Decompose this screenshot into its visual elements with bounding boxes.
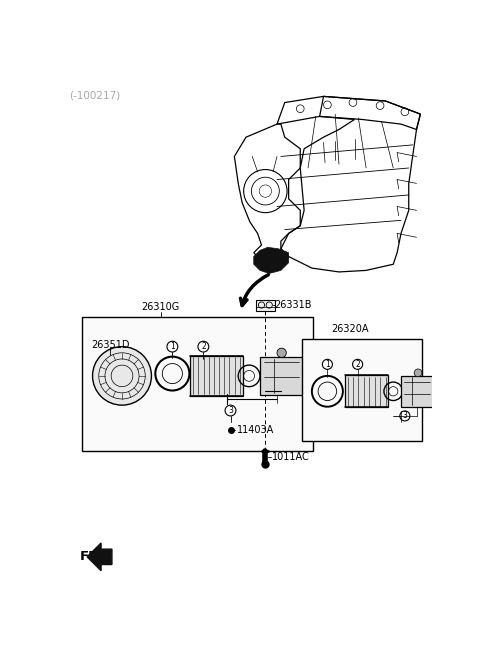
Bar	[302, 339, 422, 442]
Circle shape	[198, 341, 209, 352]
Text: 26331B: 26331B	[275, 300, 312, 310]
Polygon shape	[254, 248, 288, 273]
Circle shape	[277, 348, 286, 357]
Circle shape	[93, 347, 152, 405]
Text: 26320A: 26320A	[331, 324, 369, 334]
Text: (-100217): (-100217)	[69, 91, 120, 101]
Text: 2: 2	[201, 342, 206, 351]
Circle shape	[323, 359, 333, 369]
Polygon shape	[87, 543, 112, 571]
Text: 3: 3	[402, 411, 408, 420]
Bar	[190, 356, 243, 396]
Bar	[256, 301, 275, 311]
Circle shape	[400, 411, 410, 421]
Text: 1: 1	[325, 360, 330, 369]
Text: 1: 1	[170, 342, 175, 351]
Bar	[345, 375, 388, 407]
Text: 26310G: 26310G	[142, 302, 180, 312]
Text: 26351D: 26351D	[91, 340, 130, 350]
Text: 3: 3	[228, 406, 233, 415]
Text: FR.: FR.	[79, 550, 104, 563]
Bar	[82, 316, 312, 451]
Circle shape	[167, 341, 178, 352]
Text: 2: 2	[355, 360, 360, 369]
Text: 11403A: 11403A	[237, 425, 274, 435]
Circle shape	[353, 359, 362, 369]
Bar	[260, 357, 302, 395]
Circle shape	[225, 405, 236, 416]
Circle shape	[414, 369, 422, 377]
Bar	[401, 376, 433, 406]
Text: 1011AC: 1011AC	[272, 451, 310, 461]
